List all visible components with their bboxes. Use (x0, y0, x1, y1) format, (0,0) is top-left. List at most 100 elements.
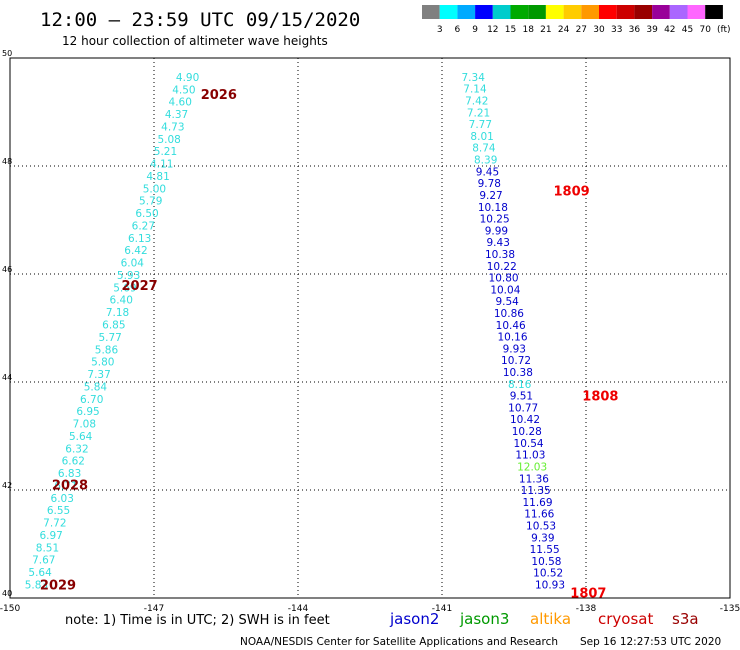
legend-swatch (457, 5, 476, 19)
wave-height-value: 10.18 (478, 202, 508, 214)
wave-height-value: 8.39 (474, 155, 497, 167)
pass-time-label: 2028 (52, 479, 88, 494)
wave-height-value: 9.45 (476, 166, 499, 178)
wave-height-value: 6.95 (76, 406, 99, 418)
wave-height-value: 4.50 (172, 84, 195, 96)
wave-height-value: 5.83 (25, 580, 48, 592)
wave-height-value: 10.72 (501, 355, 531, 367)
wave-height-value: 4.37 (165, 109, 188, 121)
wave-height-value: 10.42 (510, 414, 540, 426)
wave-height-value: 6.13 (128, 233, 151, 245)
wave-height-value: 7.72 (43, 518, 66, 530)
wave-height-value: 6.27 (132, 220, 155, 232)
lat-lon-grid (10, 58, 730, 598)
legend-swatch (705, 5, 723, 19)
wave-height-value: 6.83 (58, 468, 81, 480)
footer-credit: NOAA/NESDIS Center for Satellite Applica… (240, 636, 558, 648)
legend-unit: (ft) (717, 25, 731, 35)
pass-time-label: 2027 (122, 279, 158, 294)
wave-height-value: 7.14 (463, 84, 487, 96)
wave-height-value: 8.01 (470, 131, 493, 143)
wave-height-value: 10.28 (512, 426, 542, 438)
wave-height-value: 10.22 (487, 261, 517, 273)
x-tick-label: -138 (576, 604, 597, 614)
wave-height-value: 10.80 (489, 273, 519, 285)
color-legend: 3 6 9 12 15 18 21 24 27 30 33 36 39 42 45 70 (ft) (422, 5, 731, 35)
wave-height-value: 11.66 (524, 509, 554, 521)
wave-height-value: 4.73 (161, 121, 184, 133)
wave-height-value: 4.60 (169, 97, 192, 109)
x-tick-label: -147 (144, 604, 164, 614)
wave-height-value: 8.16 (508, 379, 532, 391)
wave-height-value: 10.54 (514, 438, 544, 450)
wave-height-value: 6.70 (80, 394, 103, 406)
satellite-jason2: jason2 (389, 610, 439, 628)
wave-height-value: 6.04 (121, 258, 145, 270)
wave-height-value: 9.99 (485, 225, 508, 237)
wave-height-value: 10.16 (497, 332, 527, 344)
wave-height-value: 5.86 (95, 344, 119, 356)
wave-height-value: 7.18 (106, 307, 129, 319)
pass-time-label: 1807 (570, 587, 606, 602)
wave-height-value: 9.93 (503, 343, 526, 355)
wave-height-value: 5.64 (28, 567, 52, 579)
wave-height-value: 7.67 (32, 555, 55, 567)
wave-height-value: 10.25 (480, 214, 510, 226)
pass-time-label: 1809 (554, 184, 590, 199)
wave-height-value: 6.97 (39, 530, 62, 542)
wave-height-value: 6.62 (62, 456, 85, 468)
satellite-jason3: jason3 (459, 610, 509, 628)
pass-time-label: 2029 (40, 579, 76, 594)
legend-label: 18 (522, 25, 534, 35)
legend-label: 45 (682, 25, 693, 35)
wave-height-value: 12.03 (517, 461, 547, 473)
wave-height-value: 9.27 (479, 190, 502, 202)
wave-height-value: 7.37 (87, 369, 110, 381)
wave-height-value: 11.03 (515, 450, 545, 462)
wave-height-value: 5.21 (154, 146, 177, 158)
y-tick-label: 44 (2, 373, 12, 382)
x-tick-label: -141 (432, 604, 452, 614)
plot-frame (9, 57, 731, 599)
pass-time-label: 2026 (201, 88, 237, 103)
legend-label: 9 (472, 25, 478, 35)
wave-height-value: 5.64 (69, 431, 93, 443)
wave-height-value: 4.90 (176, 72, 199, 84)
legend-label: 39 (646, 25, 658, 35)
wave-height-value: 10.86 (494, 308, 524, 320)
legend-swatch (510, 5, 529, 19)
wave-height-value: 6.32 (65, 443, 88, 455)
wave-height-tracks: 4.904.504.604.374.735.085.214.114.815.00… (25, 72, 565, 592)
wave-height-value: 10.52 (533, 568, 563, 580)
legend-label: 36 (629, 25, 641, 35)
legend-swatch (528, 5, 546, 19)
wave-height-value: 6.42 (124, 245, 147, 257)
legend-label: 12 (487, 25, 498, 35)
wave-height-value: 6.40 (110, 295, 133, 307)
wave-height-value: 9.43 (487, 237, 510, 249)
wave-height-value: 9.54 (495, 296, 519, 308)
wave-height-value: 8.74 (472, 143, 496, 155)
legend-swatch (616, 5, 635, 19)
wave-height-value: 5.08 (157, 134, 180, 146)
wave-height-value: 10.77 (508, 402, 538, 414)
wave-height-value: 7.21 (467, 107, 490, 119)
wave-height-value: 5.93 (117, 270, 140, 282)
legend-swatch (652, 5, 670, 19)
wave-height-value: 11.35 (521, 485, 551, 497)
legend-label: 24 (558, 25, 570, 35)
legend-swatch (422, 5, 440, 19)
page-title: 12:00 – 23:59 UTC 09/15/2020 (40, 9, 360, 31)
legend-label: 6 (455, 25, 461, 35)
legend-label: 21 (540, 25, 551, 35)
legend-swatch (545, 5, 564, 19)
y-tick-label: 40 (2, 589, 12, 598)
wave-height-value: 7.34 (462, 72, 486, 84)
wave-height-value: 6.71 (54, 480, 77, 492)
wave-height-value: 9.39 (531, 532, 554, 544)
satellite-cryosat: cryosat (598, 610, 653, 628)
legend-swatch (492, 5, 511, 19)
legend-label: 3 (437, 25, 443, 35)
pass-time-labels: 2026 2027 2028 2029 1809 1808 1807 (40, 88, 619, 601)
